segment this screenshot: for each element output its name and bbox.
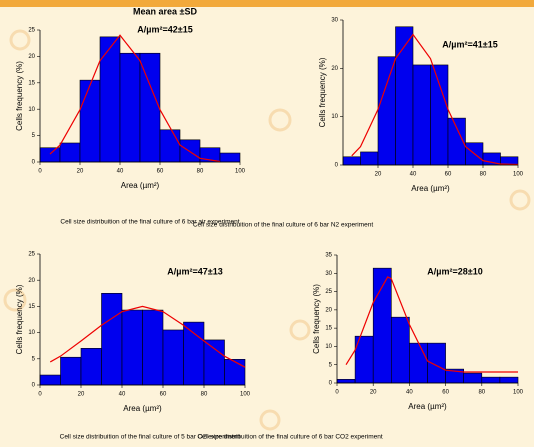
y-tick-label: 30 — [325, 271, 332, 277]
bar — [413, 65, 431, 165]
bar — [464, 373, 482, 383]
x-tick-label: 40 — [406, 390, 413, 396]
x-tick-label: 60 — [445, 172, 452, 178]
x-tick-label: 20 — [77, 169, 84, 175]
x-tick-label: 80 — [201, 392, 208, 398]
y-tick-label: 15 — [28, 304, 35, 310]
bar — [204, 340, 225, 385]
annotation: A/µm²=41±15 — [442, 39, 497, 49]
bar — [40, 375, 61, 385]
bar — [122, 310, 143, 385]
x-axis-label: Area (µm²) — [411, 184, 450, 193]
y-axis-label: Cells frequency (%) — [318, 57, 327, 127]
bar — [180, 140, 200, 162]
caption: Cell size distribuition of the final cul… — [193, 222, 373, 229]
x-tick-label: 20 — [78, 392, 85, 398]
x-tick-label: 80 — [480, 172, 487, 178]
y-tick-label: 10 — [28, 107, 35, 113]
x-tick-label: 20 — [375, 172, 382, 178]
bar — [80, 80, 100, 162]
bar — [225, 359, 246, 385]
y-tick-label: 25 — [28, 252, 35, 258]
x-axis-label: Area (µm²) — [121, 181, 160, 190]
bar — [102, 293, 123, 385]
x-axis-label: Area (µm²) — [408, 402, 447, 411]
x-tick-label: 100 — [513, 390, 524, 396]
y-tick-label: 20 — [28, 54, 35, 60]
x-axis-label: Area (µm²) — [123, 404, 162, 413]
y-tick-label: 25 — [325, 289, 332, 295]
y-tick-label: 20 — [28, 278, 35, 284]
bar — [100, 37, 120, 162]
y-tick-label: 35 — [325, 253, 332, 259]
y-axis-label: Cells frequency (%) — [312, 284, 321, 354]
bar — [361, 152, 379, 165]
annotation: A/µm²=42±15 — [137, 24, 192, 34]
x-tick-label: 100 — [240, 392, 251, 398]
x-tick-label: 60 — [160, 392, 167, 398]
bar — [120, 53, 140, 162]
bar — [343, 157, 361, 165]
y-tick-label: 10 — [331, 114, 338, 120]
caption: Cell size distribuition of the final cul… — [197, 434, 383, 441]
y-tick-label: 20 — [331, 66, 338, 72]
bar — [160, 130, 180, 162]
bar — [81, 348, 102, 385]
annotation: A/µm²=28±10 — [427, 266, 482, 276]
bar — [143, 310, 164, 385]
bar — [61, 357, 82, 385]
y-tick-label: 15 — [325, 326, 332, 332]
y-tick-label: 10 — [28, 330, 35, 336]
y-axis-label: Cells frequency (%) — [15, 284, 24, 354]
annotation: A/µm²=47±13 — [167, 266, 222, 276]
x-tick-label: 60 — [157, 169, 164, 175]
y-tick-label: 30 — [331, 18, 338, 24]
slide: 0204060801000510152025Area (µm²)Cells fr… — [0, 0, 534, 447]
x-tick-label: 100 — [235, 169, 246, 175]
bar — [482, 377, 500, 383]
y-tick-label: 25 — [28, 28, 35, 34]
x-tick-label: 40 — [119, 392, 126, 398]
page: 0204060801000510152025Area (µm²)Cells fr… — [0, 0, 534, 447]
top-strip — [0, 0, 534, 7]
bar — [378, 57, 396, 165]
y-tick-label: 15 — [28, 80, 35, 86]
x-tick-label: 40 — [410, 172, 417, 178]
y-axis-label: Cells frequency (%) — [15, 61, 24, 131]
x-tick-label: 20 — [370, 390, 377, 396]
x-tick-label: 60 — [442, 390, 449, 396]
x-tick-label: 40 — [117, 169, 124, 175]
bar — [184, 322, 205, 385]
bar — [337, 379, 355, 383]
y-tick-label: 20 — [325, 307, 332, 313]
bar — [220, 153, 240, 162]
bar — [409, 343, 427, 383]
bar — [500, 377, 518, 383]
bar — [391, 317, 409, 383]
x-tick-label: 100 — [513, 172, 524, 178]
chart-title: Mean area ±SD — [133, 6, 197, 16]
bar — [163, 330, 184, 385]
bar — [40, 148, 60, 162]
y-tick-label: 10 — [325, 344, 332, 350]
bar — [431, 65, 449, 165]
x-tick-label: 80 — [197, 169, 204, 175]
bar — [60, 143, 80, 162]
x-tick-label: 80 — [478, 390, 485, 396]
